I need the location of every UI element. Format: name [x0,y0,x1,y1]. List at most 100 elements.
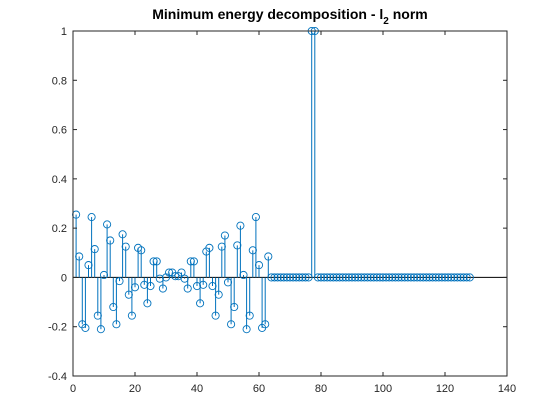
stem-marker [230,302,239,312]
stem-marker [90,245,99,254]
stem-marker [84,261,93,270]
y-tick-label: -0.2 [48,322,67,334]
stem-marker [394,273,403,282]
stem-marker [199,280,208,289]
stem-marker [171,272,180,281]
stem-marker [298,273,307,282]
stem-marker [152,257,161,266]
y-tick-label: 0 [61,272,67,284]
x-tick-label: 80 [315,383,327,395]
stem-marker [254,261,264,270]
stem-marker [233,241,242,250]
stem-marker [121,242,130,251]
stem-marker [413,273,422,282]
stem-marker [81,323,90,332]
stem-marker [357,273,366,282]
stem-marker [425,273,434,282]
stem-marker [351,273,360,282]
stem-marker [211,311,220,320]
stem-marker [375,273,384,282]
y-tick-label: 0.2 [52,223,67,235]
stem-marker [406,273,415,282]
stem-marker [419,273,428,282]
stem-marker [146,282,155,291]
stem-marker [316,273,326,282]
stem-marker [130,283,140,292]
stem-marker [261,320,270,329]
stem-marker [329,273,338,282]
stem-marker [385,273,394,282]
x-tick-label: 0 [70,383,76,395]
stem-marker [251,213,260,222]
stem-marker [186,257,195,266]
stem-marker [137,246,146,255]
stem-marker [220,231,229,240]
ticks-layer: 0 20 40 60 80 100 120 140 -0.4 -0.2 0 0.2 0.4 0.6 0.8 1 [48,26,516,395]
stem-marker [295,273,304,282]
stem-marker [428,273,437,282]
y-tick-label: 0.4 [52,174,67,186]
stem-marker [106,236,115,245]
x-tick-label: 40 [191,383,203,395]
stem-marker [437,273,446,282]
stem-marker [279,273,288,282]
stem-marker [416,273,425,282]
stem-marker [462,273,471,282]
stem-marker [323,273,332,282]
stem-marker [127,311,136,320]
stem-marker [341,273,350,282]
stem-marker [115,277,124,286]
stem-marker [444,273,453,282]
axes-box [72,30,508,377]
stem-marker [87,213,96,222]
stem-marker [192,282,202,291]
stem-marker [447,273,456,282]
stem-marker [109,302,118,312]
stem-marker [332,273,341,282]
y-tick-label: 0.8 [52,75,67,87]
stem-marker [335,273,344,282]
stem-marker [227,320,236,329]
stem-marker [456,273,465,282]
stem-marker [143,299,152,308]
stems-layer [75,31,316,330]
stem-marker [189,257,198,266]
stem-marker [313,273,322,282]
stem-marker [372,273,381,282]
stem-marker [112,320,121,329]
stem-marker [304,273,313,282]
stem-marker [282,273,291,282]
stem-marker [320,273,329,282]
stem-marker [196,299,205,308]
stem-marker [124,290,133,299]
stem-marker [223,278,233,287]
stem-marker [434,273,443,282]
y-tick-label: 0.6 [52,125,67,137]
stem-marker [208,282,217,291]
stem-marker [273,273,282,282]
stem-marker [205,243,214,252]
stem-marker [338,273,347,282]
stem-marker [214,290,223,299]
stem-marker [378,273,388,282]
stem-marker [140,280,149,289]
chart-title: Minimum energy decomposition - l2 norm [152,6,427,27]
stem-marker [459,273,468,282]
stem-marker [388,273,397,282]
stem-marker [217,242,226,251]
chart-title-tail: norm [389,6,428,22]
stem-marker [103,220,112,229]
markers-layer [72,26,474,334]
stem-marker [301,273,310,282]
stem-marker [270,273,279,282]
stem-marker [165,268,174,277]
stem-marker [239,270,248,280]
stem-marker [242,325,251,334]
stem-marker [354,273,363,282]
stem-marker [155,274,164,283]
x-tick-label: 20 [129,383,141,395]
stem-marker [289,273,298,282]
x-tick-label: 100 [374,383,392,395]
stem-marker [276,273,285,282]
